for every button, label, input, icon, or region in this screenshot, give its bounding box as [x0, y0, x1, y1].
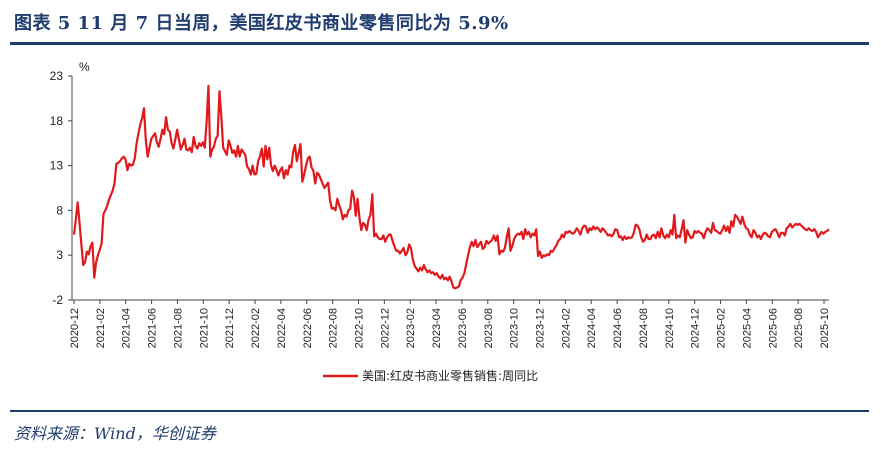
x-tick-label: 2023-06	[457, 308, 469, 348]
x-tick-label: 2024-08	[638, 308, 650, 348]
x-tick-label: 2025-08	[793, 308, 805, 348]
y-tick-label: 3	[56, 248, 63, 262]
x-tick-label: 2022-06	[302, 308, 314, 348]
x-tick-label: 2022-08	[328, 308, 340, 348]
x-tick-label: 2024-12	[690, 308, 702, 348]
x-axis: 2020-12 2021-02 2021-04 2021-06 2021-08 2021-…	[69, 299, 831, 348]
x-tick-label: 2023-02	[405, 308, 417, 348]
x-tick-label: 2022-10	[353, 308, 365, 348]
x-tick-label: 2025-04	[741, 308, 753, 348]
x-tick-label: 2025-02	[716, 308, 728, 348]
title-rule	[10, 42, 869, 45]
y-axis: 23 18 13 8 3 -2	[50, 69, 73, 307]
x-tick-label: 2023-10	[509, 308, 521, 348]
y-tick-label: 13	[50, 159, 64, 173]
x-tick-label: 2021-10	[198, 308, 210, 348]
x-tick-label: 2024-06	[612, 308, 624, 348]
x-tick-label: 2023-04	[431, 308, 443, 348]
x-tick-label: 2023-12	[535, 308, 547, 348]
source-note: 资料来源：Wind，华创证券	[14, 424, 216, 443]
x-tick-label: 2020-12	[69, 308, 81, 348]
y-tick-label: -2	[52, 293, 63, 307]
figure-title: 图表 5 11 月 7 日当周，美国红皮书商业零售同比为 5.9%	[14, 13, 509, 34]
x-tick-label: 2023-08	[483, 308, 495, 348]
x-tick-label: 2021-04	[121, 308, 133, 348]
y-tick-label: 8	[56, 203, 63, 217]
x-tick-label: 2024-02	[560, 308, 572, 348]
x-tick-label: 2022-04	[276, 308, 288, 348]
x-tick-label: 2021-12	[224, 308, 236, 348]
x-tick-label: 2025-10	[819, 308, 831, 348]
series-line	[72, 84, 830, 290]
x-tick-label: 2021-08	[172, 308, 184, 348]
x-tick-label: 2024-10	[664, 308, 676, 348]
y-tick-label: 18	[50, 114, 64, 128]
legend: 美国:红皮书商业零售销售:周同比	[323, 368, 538, 383]
x-tick-label: 2024-04	[586, 308, 598, 348]
y-tick-label: 23	[50, 69, 64, 83]
x-tick-label: 2021-02	[95, 308, 107, 348]
x-tick-label: 2022-02	[250, 308, 262, 348]
x-tick-label: 2022-12	[379, 308, 391, 348]
y-axis-unit: %	[79, 60, 90, 74]
legend-label: 美国:红皮书商业零售销售:周同比	[362, 368, 538, 383]
source-rule	[10, 410, 869, 412]
x-tick-label: 2025-06	[767, 308, 779, 348]
x-tick-label: 2021-06	[147, 308, 159, 348]
